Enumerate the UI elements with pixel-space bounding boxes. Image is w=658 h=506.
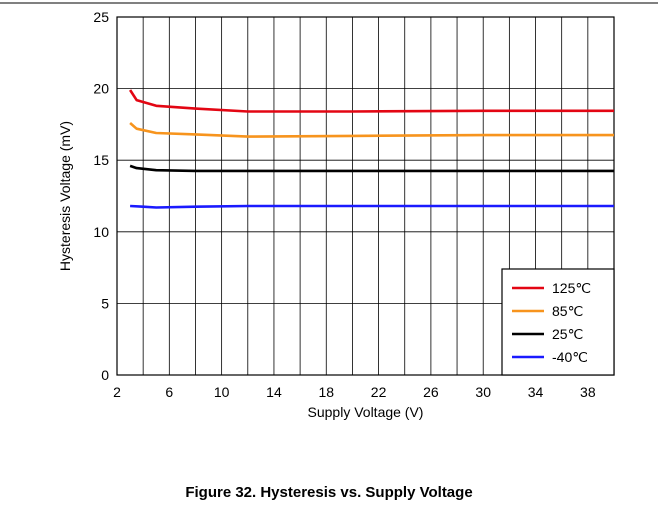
grid: [117, 17, 614, 375]
y-axis-label: Hysteresis Voltage (mV): [57, 121, 73, 271]
series-line: [129, 122, 614, 138]
x-tick-label: 38: [580, 384, 596, 400]
figure-caption: Figure 32. Hysteresis vs. Supply Voltage: [185, 484, 473, 501]
y-tick-label: 20: [93, 81, 109, 97]
x-tick-label: 2: [113, 384, 121, 400]
legend-label: 25℃: [552, 326, 583, 342]
legend: 125℃ 85℃ 25℃ -40℃: [501, 268, 615, 376]
x-tick-label: 26: [423, 384, 439, 400]
legend-label: 125℃: [552, 280, 591, 296]
x-tick-label: 14: [266, 384, 282, 400]
x-axis-label: Supply Voltage (V): [308, 404, 424, 420]
x-tick-label: 34: [528, 384, 544, 400]
plot-area: [116, 16, 615, 376]
y-tick-label: 25: [93, 9, 109, 25]
x-tick-label: 6: [165, 384, 173, 400]
y-tick-label: 0: [101, 367, 109, 383]
series-line: [130, 204, 614, 209]
y-tick-label: 15: [93, 152, 109, 168]
x-tick-label: 18: [318, 384, 334, 400]
legend-label: 85℃: [552, 303, 583, 319]
x-tick-label: 30: [475, 384, 491, 400]
x-tick-label: 10: [214, 384, 230, 400]
legend-label: -40℃: [552, 349, 588, 365]
y-tick-label: 5: [101, 295, 109, 311]
series-line: [129, 164, 614, 173]
series-line: [129, 89, 614, 113]
x-tick-label: 22: [371, 384, 387, 400]
series-lines: [129, 89, 614, 209]
y-tick-label: 10: [93, 224, 109, 240]
